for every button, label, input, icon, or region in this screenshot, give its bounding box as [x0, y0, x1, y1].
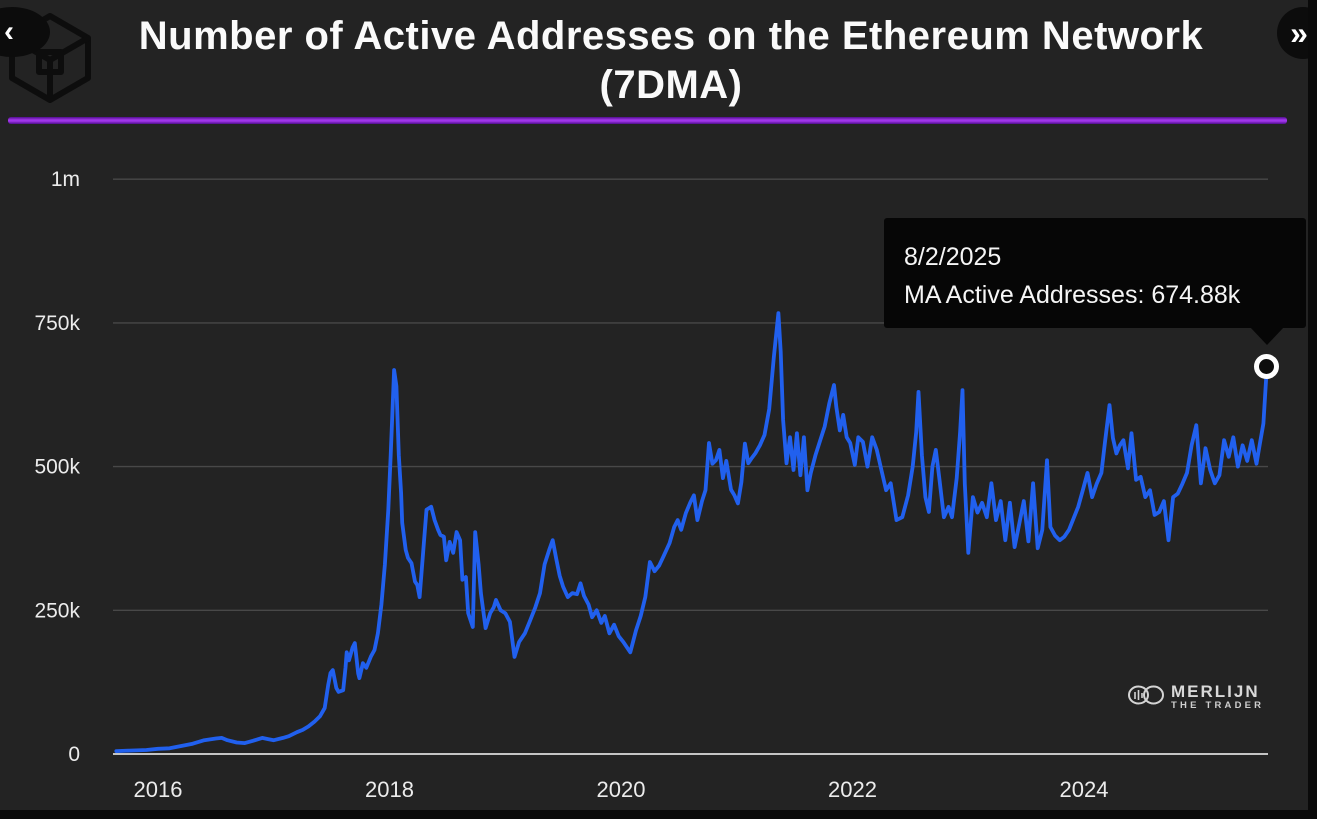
- active-addresses-line[interactable]: [114, 311, 1269, 753]
- x-tick-label: 2016: [134, 777, 183, 802]
- y-tick-label: 500k: [34, 456, 80, 479]
- tooltip-value: MA Active Addresses: 674.88k: [904, 281, 1241, 309]
- x-tick-label: 2020: [597, 777, 646, 802]
- y-tick-label: 1m: [51, 168, 80, 191]
- page-title: Number of Active Addresses on the Ethere…: [70, 12, 1272, 110]
- merlijn-infinity-icon: [1126, 680, 1166, 715]
- right-black-strip: [1308, 0, 1317, 819]
- title-line-1: Number of Active Addresses on the Ethere…: [138, 14, 1204, 58]
- x-tick-label: 2018: [365, 777, 414, 802]
- merlijn-watermark: MERLIJN THE TRADER: [1126, 680, 1264, 715]
- tooltip-date: 8/2/2025: [904, 243, 1002, 271]
- purple-divider: [8, 117, 1287, 124]
- chevron-left-icon: ‹: [4, 15, 14, 48]
- y-tick-label: 750k: [34, 312, 80, 335]
- bottom-black-strip: [0, 810, 1317, 819]
- chevron-double-right-icon: »: [1290, 14, 1308, 51]
- x-tick-label: 2024: [1060, 777, 1109, 802]
- y-tick-label: 0: [68, 743, 80, 766]
- watermark-subtitle: THE TRADER: [1171, 700, 1265, 711]
- title-line-2: (7DMA): [599, 63, 743, 107]
- tooltip-caret: [1250, 327, 1284, 345]
- watermark-name: MERLIJN: [1171, 682, 1260, 701]
- data-point-marker[interactable]: [1254, 353, 1280, 379]
- tooltip: 8/2/2025 MA Active Addresses: 674.88k: [884, 218, 1306, 328]
- x-tick-label: 2022: [828, 777, 877, 802]
- y-tick-label: 250k: [34, 599, 80, 622]
